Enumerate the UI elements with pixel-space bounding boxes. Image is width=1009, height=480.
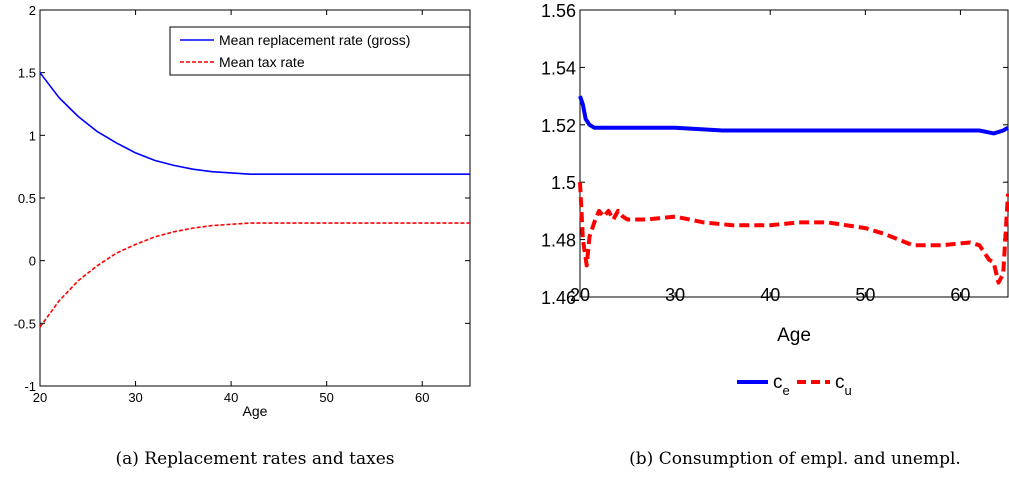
- caption-a: (a) Replacement rates and taxes: [115, 449, 394, 469]
- x-tick-label: 60: [415, 390, 429, 405]
- x-tick-label: 50: [319, 390, 333, 405]
- legend-box: [169, 26, 471, 76]
- chart-consumption: 1.46 1.48 1.5 1.52 1.54 1.56 20 30 40 50 60 Age c…: [541, 1, 1009, 398]
- legend: ce cu: [737, 372, 852, 398]
- x-tick-labels: 20 30 40 50 60: [33, 390, 430, 405]
- y-tick-labels: -1 -0.5 0 0.5 1 1.5 2: [14, 3, 36, 394]
- x-tick-label: 30: [665, 285, 685, 305]
- series-line-ce: [578, 95, 1009, 136]
- y-tick-label: 0: [29, 254, 36, 269]
- y-tick-label: 1.46: [541, 288, 576, 308]
- x-tick-label: 60: [950, 285, 970, 305]
- y-tick-label: 0.5: [18, 191, 36, 206]
- y-tick-label: 1.5: [18, 66, 36, 81]
- series-line-tax: [39, 222, 470, 328]
- y-tick-labels: 1.46 1.48 1.5 1.52 1.54 1.56: [541, 1, 576, 308]
- y-tick-label: -0.5: [14, 316, 36, 331]
- legend-label-ce: ce: [773, 372, 790, 398]
- y-tick-label: 1.5: [551, 173, 576, 193]
- x-tick-label: 40: [760, 285, 780, 305]
- series-line-cu: [578, 182, 1009, 285]
- series-lines: [39, 72, 470, 328]
- series-lines: [578, 95, 1009, 285]
- legend-label-ce-main: c: [773, 372, 783, 393]
- y-tick-label: -1: [24, 379, 36, 394]
- x-axis-label: Age: [243, 403, 268, 419]
- x-axis-label: Age: [777, 325, 811, 346]
- y-tick-label: 1.54: [541, 58, 576, 78]
- legend-label-cu-main: c: [835, 372, 845, 393]
- y-tick-label: 1.56: [541, 1, 576, 21]
- caption-b: (b) Consumption of empl. and unempl.: [629, 449, 961, 469]
- y-tick-label: 2: [29, 3, 36, 18]
- legend: Mean replacement rate (gross) Mean tax r…: [169, 26, 471, 76]
- tick-marks: [579, 9, 1008, 298]
- y-tick-label: 1.48: [541, 231, 576, 251]
- legend-label-tax: Mean tax rate: [219, 54, 305, 70]
- legend-label-cu: cu: [835, 372, 852, 398]
- legend-label-cu-sub: u: [845, 383, 852, 398]
- series-line-replacement: [39, 72, 470, 175]
- x-tick-label: 50: [855, 285, 875, 305]
- x-tick-label: 30: [128, 390, 142, 405]
- y-tick-label: 1: [29, 128, 36, 143]
- plot-frame: [579, 9, 1009, 298]
- x-tick-labels: 20 30 40 50 60: [570, 285, 970, 305]
- x-tick-label: 20: [33, 390, 47, 405]
- legend-label-replacement: Mean replacement rate (gross): [219, 32, 410, 48]
- x-tick-label: 20: [570, 285, 590, 305]
- y-tick-label: 1.52: [541, 116, 576, 136]
- legend-label-ce-sub: e: [783, 383, 790, 398]
- chart-replacement-rates-taxes: -1 -0.5 0 0.5 1 1.5 2 20 30 40 50 60 Age Mean repl…: [14, 3, 471, 419]
- x-tick-label: 40: [224, 390, 238, 405]
